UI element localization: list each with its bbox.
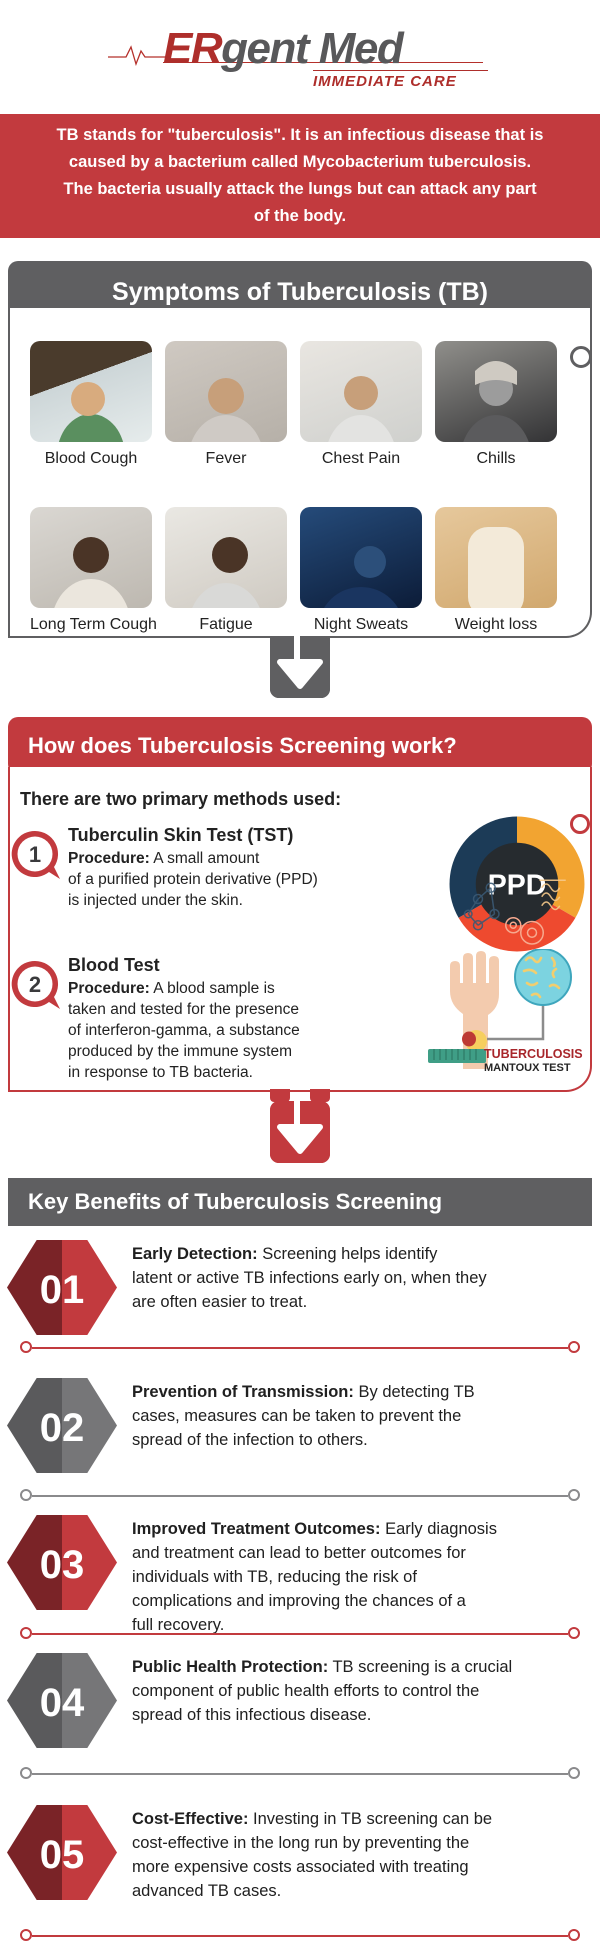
svg-text:PPD: PPD [488,870,547,902]
